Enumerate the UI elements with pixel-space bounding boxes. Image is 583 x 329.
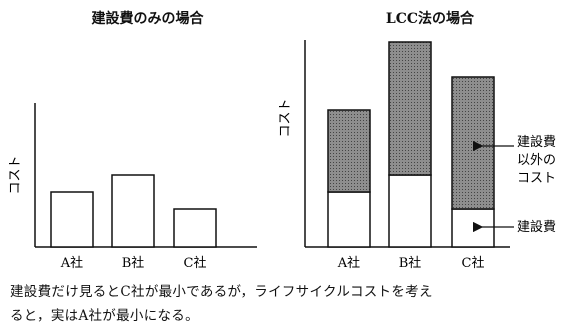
annotation-other-cost-line2: 以外の bbox=[517, 153, 556, 168]
chart2-category-label-1: A社 bbox=[337, 255, 360, 271]
chart2-bar-2-series-2 bbox=[388, 41, 432, 176]
annotation-construction-label: 建設費 bbox=[517, 219, 556, 235]
right-category-labels: A社 B社 C社 bbox=[337, 255, 485, 271]
left-y-axis-label: コスト bbox=[8, 155, 23, 194]
caption-line-2: ると，実はA社が最小になる。 bbox=[10, 308, 199, 324]
chart1-bar-1 bbox=[50, 191, 94, 248]
annotation-construction: 建設費 bbox=[472, 219, 556, 235]
right-y-axis-label: コスト bbox=[278, 98, 293, 137]
caption-line-1: 建設費だけ見るとC社が最小であるが，ライフサイクルコストを考え bbox=[10, 284, 433, 300]
caption: 建設費だけ見るとC社が最小であるが，ライフサイクルコストを考え ると，実はA社が… bbox=[10, 280, 578, 328]
chart1-bar-2 bbox=[111, 174, 155, 248]
annotation-other-cost: 建設費 以外の コスト bbox=[472, 134, 556, 186]
left-category-labels: A社 B社 C社 bbox=[60, 255, 207, 271]
chart2-category-label-3: C社 bbox=[462, 255, 485, 271]
chart-title-construction-only: 建設費のみの場合 bbox=[91, 11, 204, 27]
chart1-bar-3 bbox=[173, 208, 217, 248]
chart2-bar-2-series-1 bbox=[388, 174, 432, 248]
annotation-other-cost-line3: コスト bbox=[517, 171, 556, 186]
left-bars-group bbox=[50, 174, 217, 248]
chart2-category-label-2: B社 bbox=[399, 255, 422, 271]
chart1-category-label-1: A社 bbox=[60, 255, 83, 271]
right-bars-group bbox=[327, 41, 495, 248]
chart2-bar-1-series-1 bbox=[327, 191, 371, 248]
chart2-bar-3-series-1 bbox=[451, 208, 495, 248]
chart2-bar-1-series-2 bbox=[327, 109, 371, 193]
chart1-category-label-2: B社 bbox=[122, 255, 145, 271]
chart2-bar-3-series-2 bbox=[451, 76, 495, 210]
annotation-other-cost-line1: 建設費 bbox=[517, 134, 556, 150]
chart-title-lcc: LCC法の場合 bbox=[385, 11, 475, 27]
chart1-category-label-3: C社 bbox=[184, 255, 207, 271]
